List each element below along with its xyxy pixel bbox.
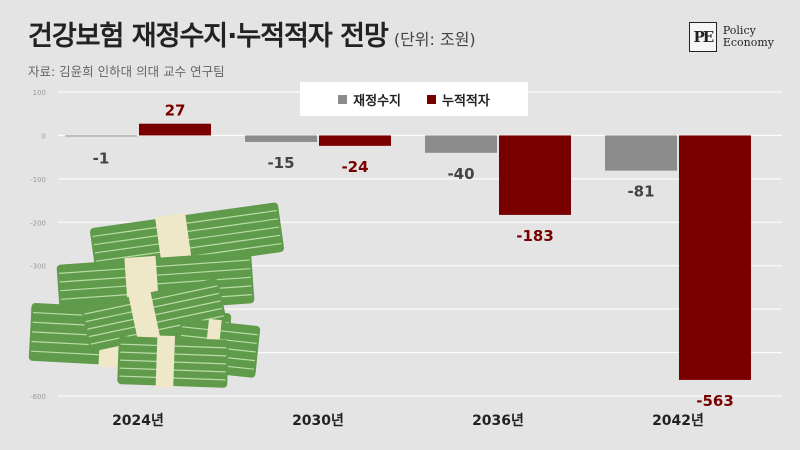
bar-deficit [679,135,751,380]
y-tick-label: -600 [30,393,46,401]
data-label-balance: -1 [93,149,110,167]
data-label-balance: -15 [267,154,294,172]
data-label-deficit: -563 [696,392,734,410]
unit-label: (단위: 조원) [393,30,476,49]
money-stack [117,335,229,389]
policy-economy-logo: PE Policy Economy [688,22,774,52]
bar-balance [605,135,677,171]
x-axis-label: 2036년 [472,413,524,429]
money-stack [81,278,227,352]
bar-deficit [139,123,211,136]
source-note: 자료: 김윤희 인하대 의대 교수 연구팀 [28,64,225,79]
y-tick-label: 100 [33,89,46,97]
logo-line-1: Policy [722,24,756,37]
money-stack-illustration [28,202,285,389]
bar-balance [245,135,317,142]
legend-swatch-deficit [427,94,436,104]
legend-label-balance: 재정수지 [353,93,401,109]
data-labels: -1 27 -15 -24 -40 -183 -81 -563 [93,102,734,410]
logo-mark: PE [688,22,717,52]
bars [65,123,751,380]
y-tick-label: -300 [30,263,46,271]
legend-label-deficit: 누적적자 [442,93,490,109]
legend-item-deficit: 누적적자 [427,90,490,109]
data-label-balance: -81 [627,183,654,201]
chart-title-text: 건강보험 재정수지·누적적자 전망 [28,21,389,52]
bar-balance [425,135,497,153]
data-label-balance: -40 [447,165,474,183]
data-label-deficit: -24 [341,158,368,176]
bar-deficit [499,135,571,215]
money-band [155,335,176,389]
y-tick-label: -100 [30,176,46,184]
legend: 재정수지 누적적자 [300,82,528,116]
money-band [128,290,161,344]
logo-line-2: Economy [722,36,774,49]
x-axis-label: 2030년 [292,413,344,429]
x-axis-label: 2042년 [652,413,704,429]
data-label-deficit: 27 [165,102,186,120]
y-tick-label: 0 [42,132,46,140]
x-axis-label: 2024년 [112,413,164,429]
chart-header: 건강보험 재정수지·누적적자 전망 (단위: 조원) 자료: 김윤희 인하대 의대… [28,14,476,80]
y-tick-label: -200 [30,219,46,227]
x-axis-labels: 2024년 2030년 2036년 2042년 [112,413,704,429]
data-label-deficit: -183 [516,227,554,245]
legend-swatch-balance [338,94,348,104]
legend-item-balance: 재정수지 [338,90,401,109]
chart-title: 건강보험 재정수지·누적적자 전망 (단위: 조원) [28,14,476,53]
logo-text: Policy Economy [723,25,774,49]
bar-deficit [319,135,391,146]
bar-balance [65,135,137,137]
